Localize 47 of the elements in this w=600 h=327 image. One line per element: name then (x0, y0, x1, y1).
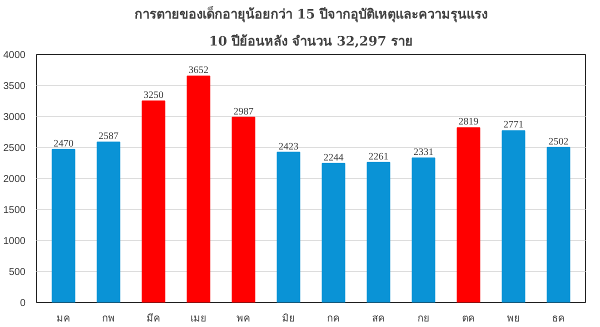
x-tick-label: เมย (190, 314, 206, 324)
y-tick-label: 3500 (3, 81, 26, 92)
bar (456, 127, 480, 302)
bar (142, 100, 166, 302)
x-tick-label: กย (418, 314, 430, 324)
x-tick-label: มีค (146, 312, 160, 324)
y-tick-label: 500 (8, 267, 26, 278)
data-label: 3652 (188, 65, 208, 76)
data-label: 2261 (368, 151, 388, 162)
x-tick-label: ตค (462, 314, 475, 324)
y-tick-label: 2000 (3, 174, 26, 185)
bar (276, 152, 300, 302)
bar (232, 116, 256, 302)
data-label: 2987 (234, 106, 254, 118)
bar (96, 142, 120, 302)
y-tick-label: 4000 (3, 50, 26, 61)
bar (502, 130, 526, 302)
x-tick-label: สค (372, 314, 385, 324)
data-label: 2819 (458, 116, 478, 128)
bar (322, 162, 346, 302)
y-tick-label: 1000 (3, 236, 26, 247)
bar (186, 76, 210, 302)
data-label: 2502 (548, 136, 568, 148)
chart-title: การตายของเด็กอายุน้อยกว่า 15 ปีจากอุบัติเหตุและความรุนแรง (134, 4, 488, 22)
y-tick-label: 3000 (3, 112, 26, 123)
bar (412, 157, 436, 302)
data-label: 2470 (54, 138, 74, 150)
x-tick-label: ธค (552, 314, 565, 324)
bar (366, 162, 390, 302)
x-tick-label: พย (507, 314, 520, 324)
data-label: 2771 (504, 120, 524, 131)
data-label: 2331 (414, 146, 434, 158)
data-label: 2244 (324, 152, 344, 164)
data-label: 2423 (278, 141, 298, 152)
x-tick-label: พค (236, 314, 250, 324)
y-tick-label: 0 (20, 298, 26, 309)
x-tick-label: มค (56, 314, 70, 324)
data-label: 3250 (144, 90, 164, 101)
data-label: 2587 (98, 131, 118, 142)
y-tick-label: 1500 (3, 205, 26, 216)
chart-subtitle: 10 ปีย้อนหลัง จำนวน 32,297 ราย (209, 34, 413, 50)
bar (546, 146, 570, 302)
x-tick-label: กค (327, 314, 340, 324)
y-tick-label: 2500 (3, 143, 26, 154)
x-tick-label: มิย (282, 314, 295, 324)
x-tick-label: กพ (102, 314, 115, 324)
bar (52, 148, 76, 302)
